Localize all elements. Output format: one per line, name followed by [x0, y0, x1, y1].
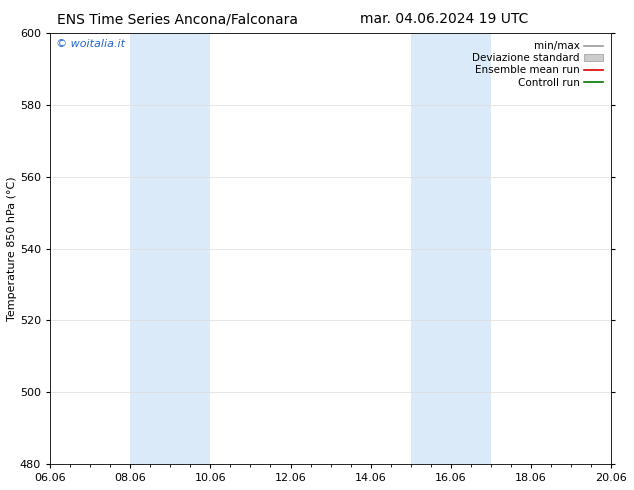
Text: © woitalia.it: © woitalia.it [56, 40, 125, 49]
Text: ENS Time Series Ancona/Falconara: ENS Time Series Ancona/Falconara [57, 12, 298, 26]
Legend: min/max, Deviazione standard, Ensemble mean run, Controll run: min/max, Deviazione standard, Ensemble m… [469, 38, 606, 91]
Bar [130, 33, 210, 464]
Y-axis label: Temperature 850 hPa (°C): Temperature 850 hPa (°C) [7, 176, 17, 321]
Text: mar. 04.06.2024 19 UTC: mar. 04.06.2024 19 UTC [359, 12, 528, 26]
Bar [411, 33, 491, 464]
